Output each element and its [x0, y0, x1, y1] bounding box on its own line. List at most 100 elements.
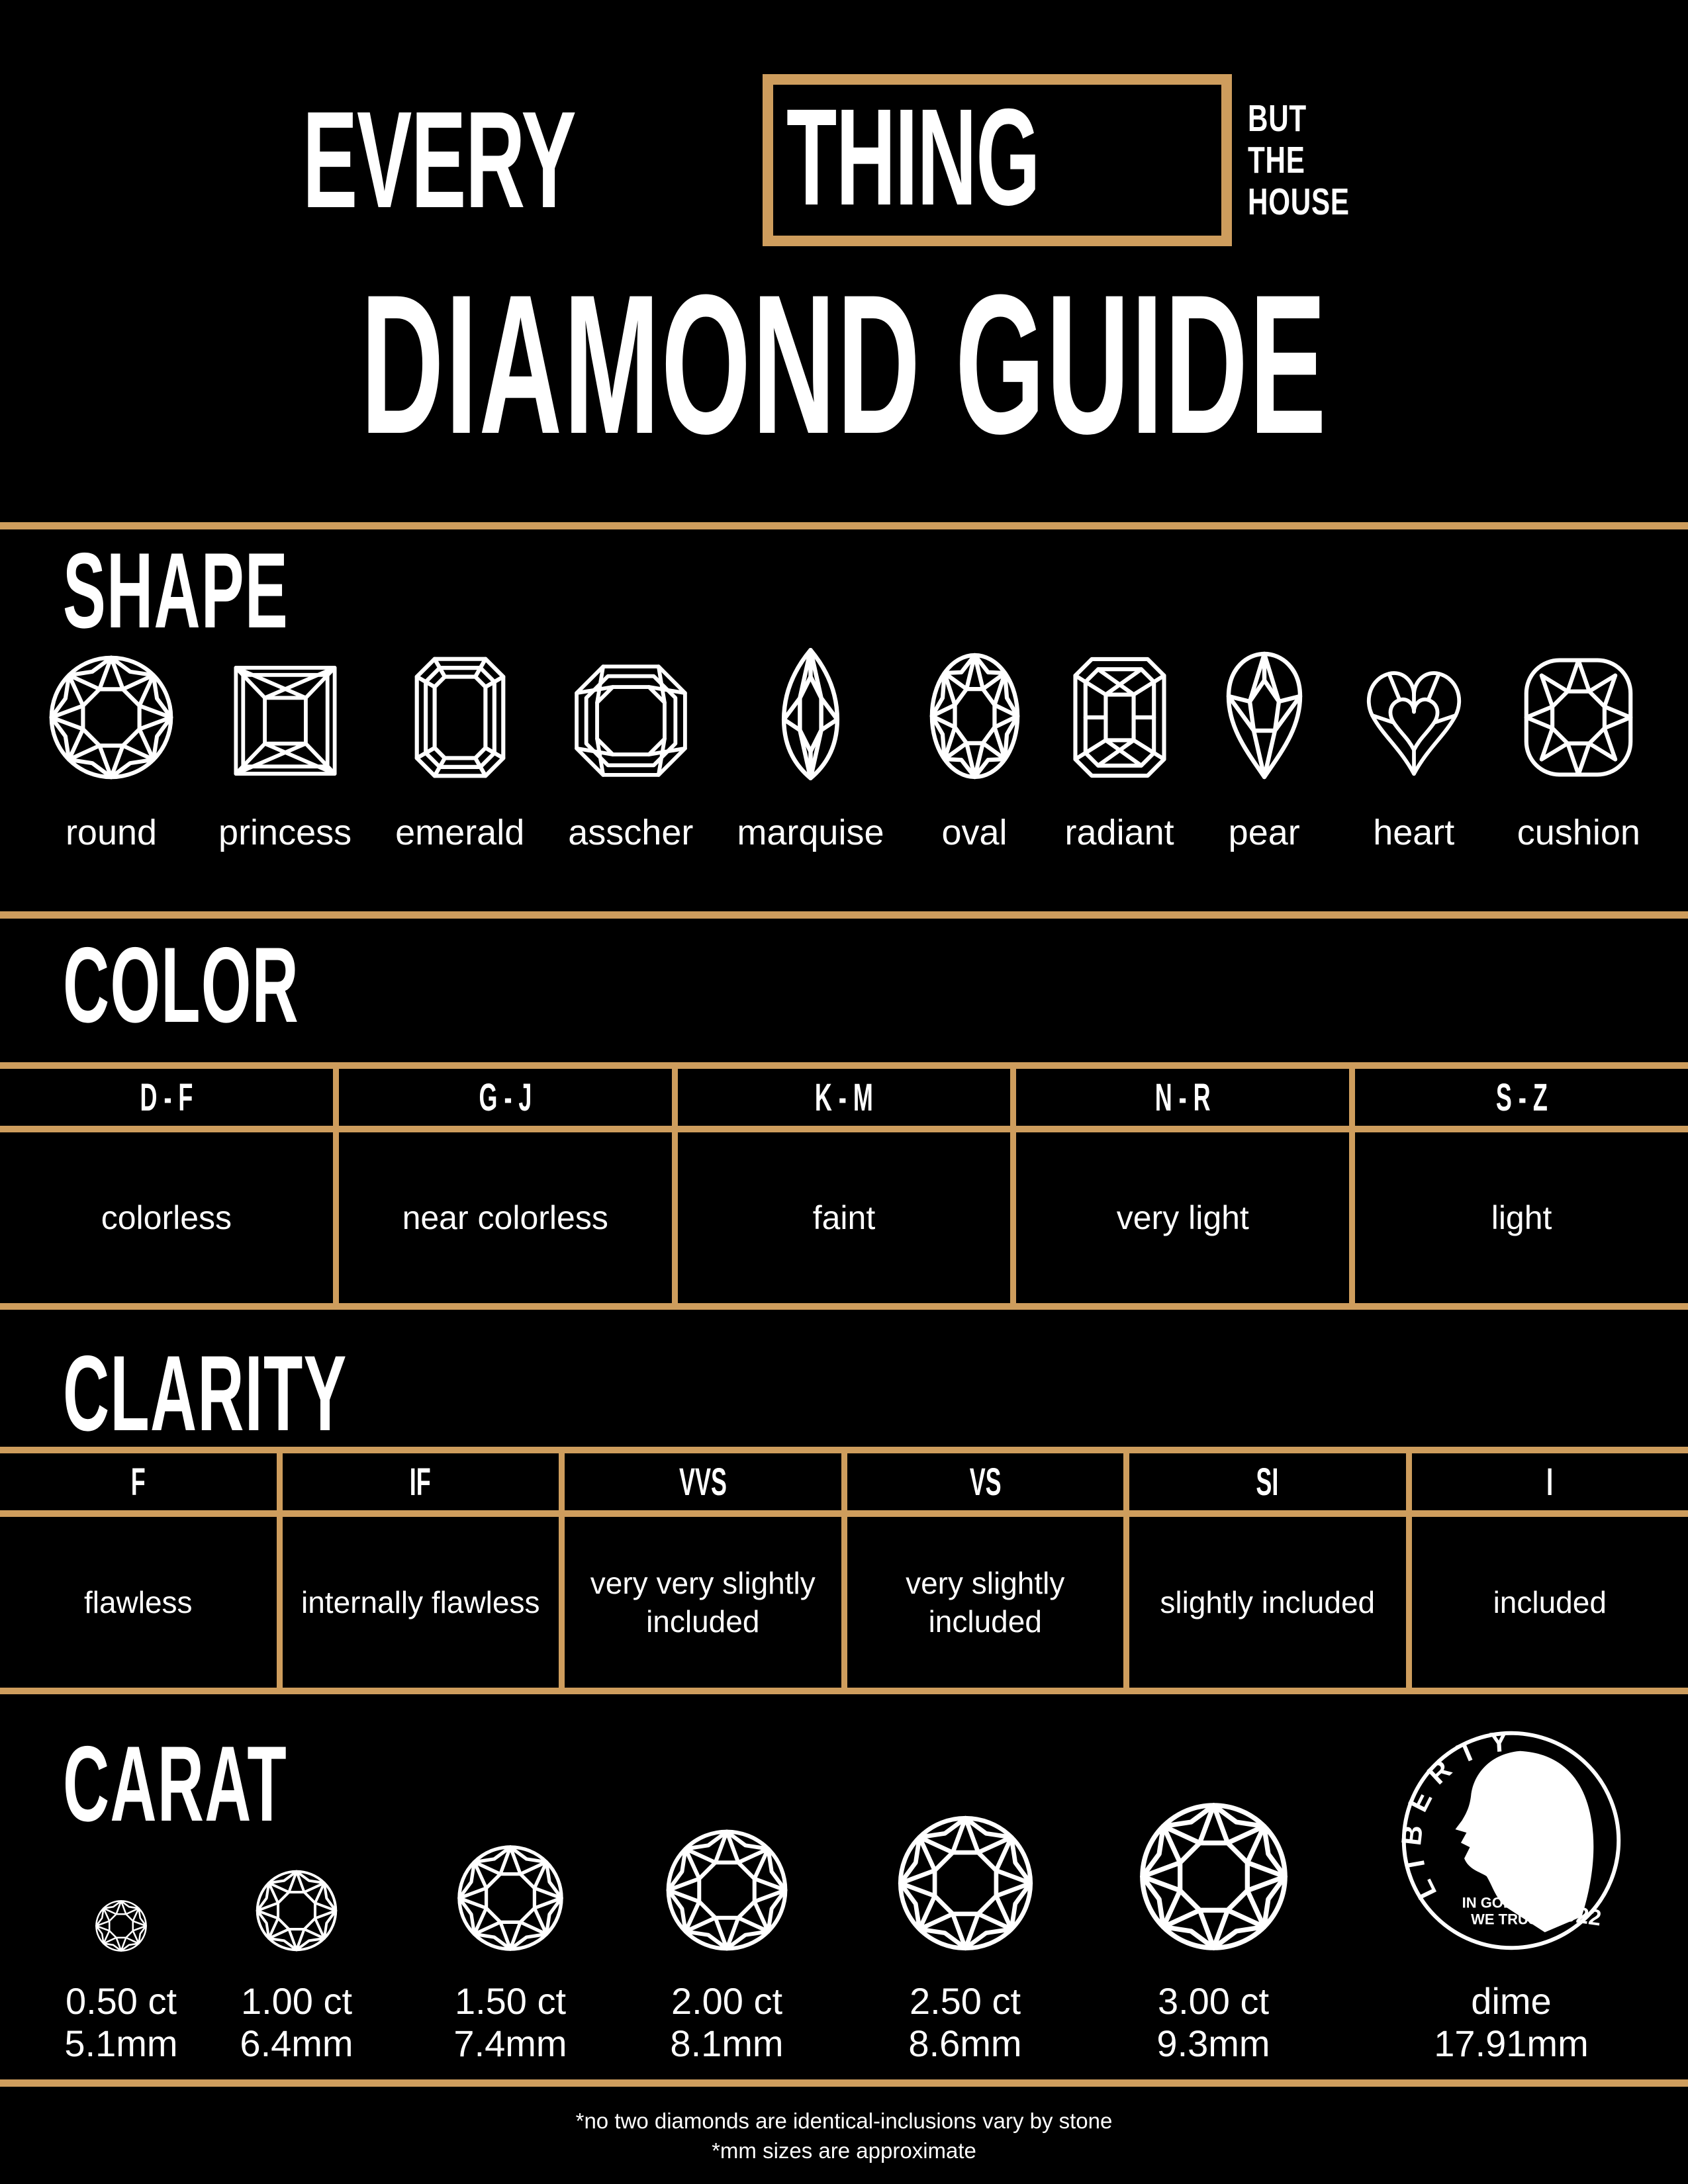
color-column-n-r: N - R very light	[1010, 1069, 1350, 1303]
color-grade-description: light	[1491, 1199, 1552, 1236]
shape-label: marquise	[737, 813, 884, 852]
carat-size-mm: 9.3mm	[1156, 2023, 1270, 2064]
page-title: DIAMOND GUIDE	[360, 253, 1328, 475]
carat-value: 0.50 ct	[65, 1980, 177, 2022]
carat-size-mm: 7.4mm	[453, 2023, 567, 2064]
shape-item-oval: oval	[928, 647, 1021, 851]
clarity-table: F flawless IF internally flawless VVS ve…	[0, 1447, 1688, 1694]
clarity-grade-header: F	[130, 1460, 146, 1504]
carat-size-mm: 6.4mm	[240, 2023, 353, 2064]
logo-tagline-line: BUT	[1248, 97, 1307, 140]
carat-value: 2.50 ct	[909, 1980, 1021, 2022]
color-section-heading: COLOR	[63, 925, 299, 1045]
brand-logo: EVERY THING BUT THE HOUSE	[0, 74, 1688, 246]
carat-item-1-00: 1.00 ct 6.4mm	[184, 1725, 409, 2065]
carat-size-mm: 8.1mm	[670, 2023, 784, 2064]
clarity-grade-description: flawless	[83, 1585, 193, 1619]
color-grade-header: K - M	[815, 1075, 873, 1119]
shape-label: asscher	[568, 813, 694, 852]
color-grade-description: very light	[1116, 1199, 1249, 1236]
color-grade-header: G - J	[479, 1075, 532, 1119]
clarity-grade-description: slightly included	[1160, 1585, 1376, 1619]
oval-diamond-icon	[928, 651, 1021, 781]
color-grade-description: colorless	[101, 1199, 232, 1236]
color-grade-description: faint	[812, 1199, 876, 1236]
clarity-column-vvs: VVS very very slightly included	[559, 1453, 841, 1688]
clarity-grade-description: included	[1493, 1585, 1607, 1619]
logo-word-thing: THING	[786, 81, 1040, 234]
page-title-wrap: DIAMOND GUIDE	[0, 265, 1688, 463]
asscher-diamond-icon	[571, 660, 691, 781]
shape-item-princess: princess	[218, 647, 352, 851]
shape-item-heart: heart	[1354, 647, 1474, 851]
marquise-diamond-icon	[771, 647, 851, 781]
carat-gem-icon	[896, 1814, 1035, 1952]
clarity-section-heading: CLARITY	[63, 1334, 348, 1453]
carat-value: 3.00 ct	[1157, 1980, 1270, 2022]
shape-label: radiant	[1064, 813, 1174, 852]
carat-gem-icon	[95, 1899, 148, 1952]
shape-item-marquise: marquise	[737, 647, 884, 851]
color-column-k-m: K - M faint	[671, 1069, 1011, 1303]
clarity-grade-description: internally flawless	[301, 1585, 540, 1619]
clarity-column-si: SI slightly included	[1123, 1453, 1406, 1688]
color-grade-header: D - F	[140, 1075, 193, 1119]
carat-gem-icon	[665, 1828, 789, 1952]
clarity-grade-header: SI	[1256, 1460, 1279, 1504]
color-column-g-j: G - J near colorless	[332, 1069, 672, 1303]
dime-motto-line2: WE TRUST	[1471, 1911, 1547, 1928]
clarity-grade-header: VS	[969, 1460, 1002, 1504]
shape-item-asscher: asscher	[568, 647, 693, 851]
shape-label: round	[65, 813, 158, 852]
shape-section-heading: SHAPE	[63, 531, 289, 651]
footer-divider	[0, 2079, 1688, 2087]
carat-value: 2.00 ct	[671, 1980, 783, 2022]
round-diamond-icon	[48, 654, 175, 781]
logo-tagline-line: THE	[1248, 138, 1305, 181]
shape-label: cushion	[1517, 813, 1640, 852]
clarity-grade-description: very slightly included	[906, 1566, 1065, 1639]
color-grade-description: near colorless	[402, 1199, 608, 1236]
table-header-divider	[0, 1510, 1688, 1517]
clarity-column-if: IF internally flawless	[276, 1453, 559, 1688]
shape-item-round: round	[48, 647, 175, 851]
footnotes: *no two diamonds are identical-inclusion…	[0, 2106, 1688, 2165]
footnote-line: *mm sizes are approximate	[712, 2138, 976, 2163]
clarity-grade-header: IF	[410, 1460, 432, 1504]
carat-gem-icon	[456, 1844, 565, 1952]
carat-section-heading: CARAT	[63, 1724, 287, 1844]
carat-item-2-00: 2.00 ct 8.1mm	[614, 1725, 839, 2065]
shape-label: princess	[218, 813, 352, 852]
carat-item-dime: LIBERTY IN GOD WE TRUST 2022 dime 17.91m…	[1392, 1725, 1630, 2065]
carat-value: 1.50 ct	[454, 1980, 567, 2022]
shape-item-cushion: cushion	[1517, 647, 1640, 851]
shape-item-radiant: radiant	[1065, 647, 1174, 851]
radiant-diamond-icon	[1068, 654, 1172, 781]
dime-motto-line1: IN GOD	[1462, 1894, 1514, 1911]
section-divider	[0, 522, 1688, 529]
carat-item-1-50: 1.50 ct 7.4mm	[398, 1725, 623, 2065]
carat-item-3-00: 3.00 ct 9.3mm	[1101, 1725, 1326, 2065]
footnote-line: *no two diamonds are identical-inclusion…	[575, 2109, 1113, 2133]
color-grade-header: S - Z	[1495, 1075, 1548, 1119]
carat-gem-icon	[255, 1869, 338, 1952]
shape-label: emerald	[395, 813, 525, 852]
clarity-column-i: I included	[1405, 1453, 1688, 1688]
carat-value: dime	[1471, 1980, 1552, 2022]
pear-diamond-icon	[1218, 649, 1311, 781]
logo-gold-box: THING	[763, 74, 1233, 246]
table-header-divider	[0, 1126, 1688, 1132]
color-column-s-z: S - Z light	[1349, 1069, 1688, 1303]
shape-item-pear: pear	[1218, 647, 1311, 851]
carat-value: 1.00 ct	[240, 1980, 353, 2022]
carat-item-2-50: 2.50 ct 8.6mm	[853, 1725, 1078, 2065]
emerald-diamond-icon	[409, 654, 511, 781]
clarity-column-vs: VS very slightly included	[841, 1453, 1123, 1688]
logo-word-every: EVERY	[302, 83, 577, 237]
roosevelt-profile-silhouette	[1455, 1751, 1594, 1933]
shape-row: round princess emerald asscher marquise …	[48, 647, 1640, 851]
section-divider	[0, 911, 1688, 919]
shape-label: heart	[1373, 813, 1455, 852]
shape-item-emerald: emerald	[395, 647, 524, 851]
